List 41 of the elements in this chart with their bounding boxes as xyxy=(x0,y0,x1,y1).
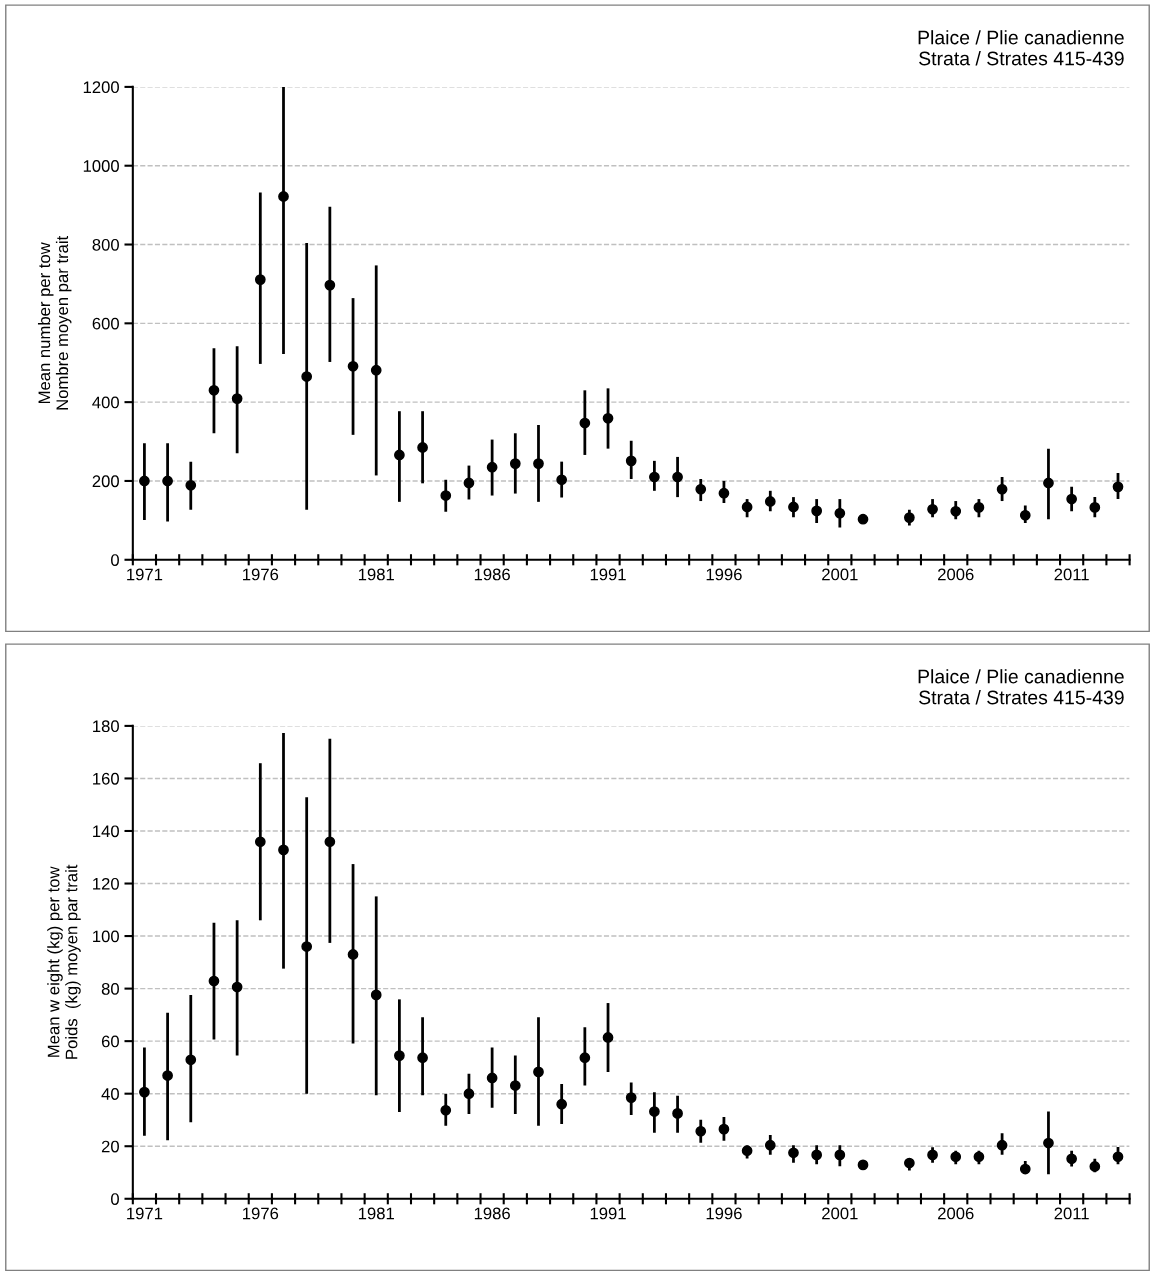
y-axis-title: Mean w eight (kg) per tow Poids (kg) moyen par trait xyxy=(47,864,81,1059)
x-tick-label: 1996 xyxy=(706,1207,742,1220)
y-tick-label: 1200 xyxy=(83,81,119,94)
y-tick-label: 60 xyxy=(101,1035,119,1048)
x-tick-label: 2006 xyxy=(938,1207,974,1220)
y-tick-label: 1000 xyxy=(83,160,119,172)
y-tick-label: 0 xyxy=(111,554,119,566)
x-tick-label: 2006 xyxy=(938,568,974,581)
x-tick-label: 1981 xyxy=(358,568,394,581)
y-tick-label: 100 xyxy=(93,930,119,943)
x-tick-label: 1976 xyxy=(243,1207,279,1220)
y-tick-label: 80 xyxy=(101,983,119,995)
x-tick-label: 1986 xyxy=(474,1207,510,1220)
y-tick-label: 120 xyxy=(93,877,119,890)
y-tick-label: 0 xyxy=(111,1193,119,1205)
y-tick-label: 400 xyxy=(92,396,119,409)
y-tick-label: 200 xyxy=(92,475,119,488)
x-tick-label: 2001 xyxy=(822,568,858,581)
y-tick-label: 160 xyxy=(93,772,119,785)
x-tick-label: 1971 xyxy=(127,568,163,581)
x-tick-label: 2001 xyxy=(822,1207,858,1220)
y-tick-label: 40 xyxy=(101,1088,119,1100)
x-tick-label: 1976 xyxy=(243,568,279,581)
x-tick-label: 1971 xyxy=(127,1207,163,1220)
chart-title: Plaice / Plie canadienne xyxy=(918,669,1124,684)
x-tick-label: 1986 xyxy=(474,568,510,581)
x-tick-label: 1991 xyxy=(590,568,626,581)
y-axis-title: Mean number per tow Nombre moyen par trait xyxy=(37,235,72,410)
chart-subtitle: Strata / Strates 415-439 xyxy=(919,690,1124,705)
x-tick-label: 2011 xyxy=(1054,1207,1089,1220)
x-tick-label: 2011 xyxy=(1054,568,1089,581)
y-tick-label: 180 xyxy=(93,720,119,733)
x-tick-label: 1991 xyxy=(590,1207,626,1220)
y-tick-label: 800 xyxy=(92,238,119,251)
x-tick-label: 1996 xyxy=(706,568,742,581)
x-tick-label: 1981 xyxy=(358,1207,394,1220)
y-tick-label: 20 xyxy=(101,1140,119,1153)
chart-subtitle: Strata / Strates 415-439 xyxy=(919,51,1124,66)
chart-title: Plaice / Plie canadienne xyxy=(918,30,1124,45)
y-tick-label: 140 xyxy=(93,825,119,838)
y-tick-label: 600 xyxy=(92,317,119,330)
